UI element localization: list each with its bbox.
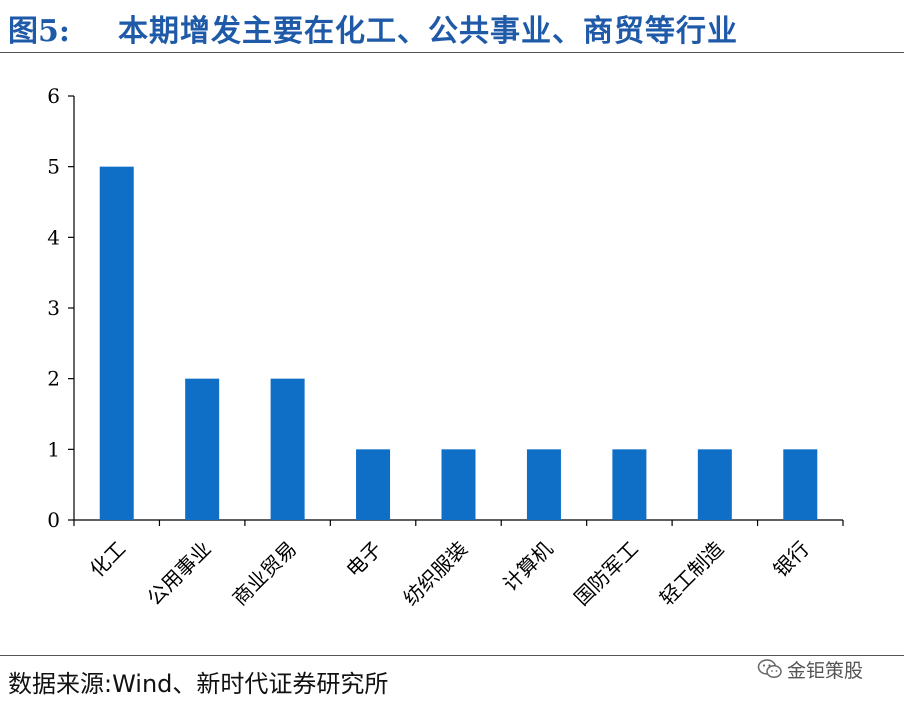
bar (270, 378, 305, 520)
figure-title: 本期增发主要在化工、公共事业、商贸等行业 (118, 14, 738, 49)
x-tick-label: 电子 (341, 537, 386, 582)
figure-header: 图5: 本期增发主要在化工、公共事业、商贸等行业 (0, 0, 904, 52)
y-tick-label: 1 (47, 437, 60, 461)
x-tick-label: 银行 (769, 537, 814, 582)
x-tick-labels: 化工 公用事业 商业贸易 电子 纺织服装 计算机 国防军工 轻工制造 银行 (85, 537, 814, 611)
watermark: 金钜策股 (757, 656, 863, 682)
x-axis (73, 519, 844, 526)
x-tick-label: 国防军工 (569, 537, 643, 611)
bar (697, 449, 732, 520)
header-divider (0, 52, 904, 53)
x-tick-label: 轻工制造 (655, 537, 729, 611)
bar (99, 166, 134, 520)
data-source-note: 数据来源:Wind、新时代证券研究所 (8, 670, 389, 698)
bar (356, 449, 391, 520)
x-tick-label: 商业贸易 (228, 537, 302, 611)
wechat-icon (757, 659, 782, 679)
y-tick-label: 2 (47, 367, 60, 391)
y-tick-label: 0 (47, 508, 60, 532)
y-axis: 0 1 2 3 4 5 6 (47, 84, 75, 532)
y-tick-label: 3 (47, 296, 60, 320)
bar (612, 449, 647, 520)
bar (441, 449, 476, 520)
footer-divider (0, 655, 904, 656)
x-tick-label: 纺织服装 (398, 537, 472, 611)
y-tick-label: 4 (47, 225, 60, 249)
x-tick-label: 计算机 (498, 537, 557, 596)
bar-chart: 0 1 2 3 4 5 6 化工 公用事业 商业贸易 电子 纺织服装 计算机 国防军工 轻工制造 银行 (47, 84, 844, 611)
bar (783, 449, 818, 520)
bar (185, 378, 220, 520)
watermark-text: 金钜策股 (787, 659, 864, 682)
y-tick-label: 6 (47, 84, 60, 108)
figure-label: 图5: (8, 14, 70, 49)
y-tick-label: 5 (47, 155, 60, 179)
x-tick-label: 化工 (85, 537, 130, 582)
bar (526, 449, 561, 520)
bar-series (99, 166, 818, 520)
x-tick-label: 公用事业 (142, 537, 216, 611)
